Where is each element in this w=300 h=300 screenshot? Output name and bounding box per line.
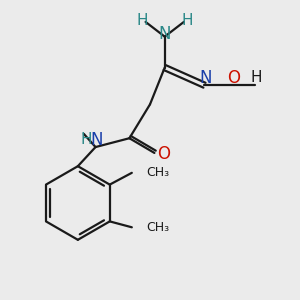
Text: N: N (158, 25, 171, 43)
Text: O: O (227, 69, 240, 87)
Text: H: H (250, 70, 262, 86)
Text: CH₃: CH₃ (146, 166, 170, 179)
Text: N: N (91, 131, 103, 149)
Text: N: N (200, 69, 212, 87)
Text: CH₃: CH₃ (146, 221, 170, 234)
Text: H: H (181, 13, 193, 28)
Text: O: O (157, 146, 170, 164)
Text: H: H (81, 132, 92, 147)
Text: H: H (136, 13, 148, 28)
